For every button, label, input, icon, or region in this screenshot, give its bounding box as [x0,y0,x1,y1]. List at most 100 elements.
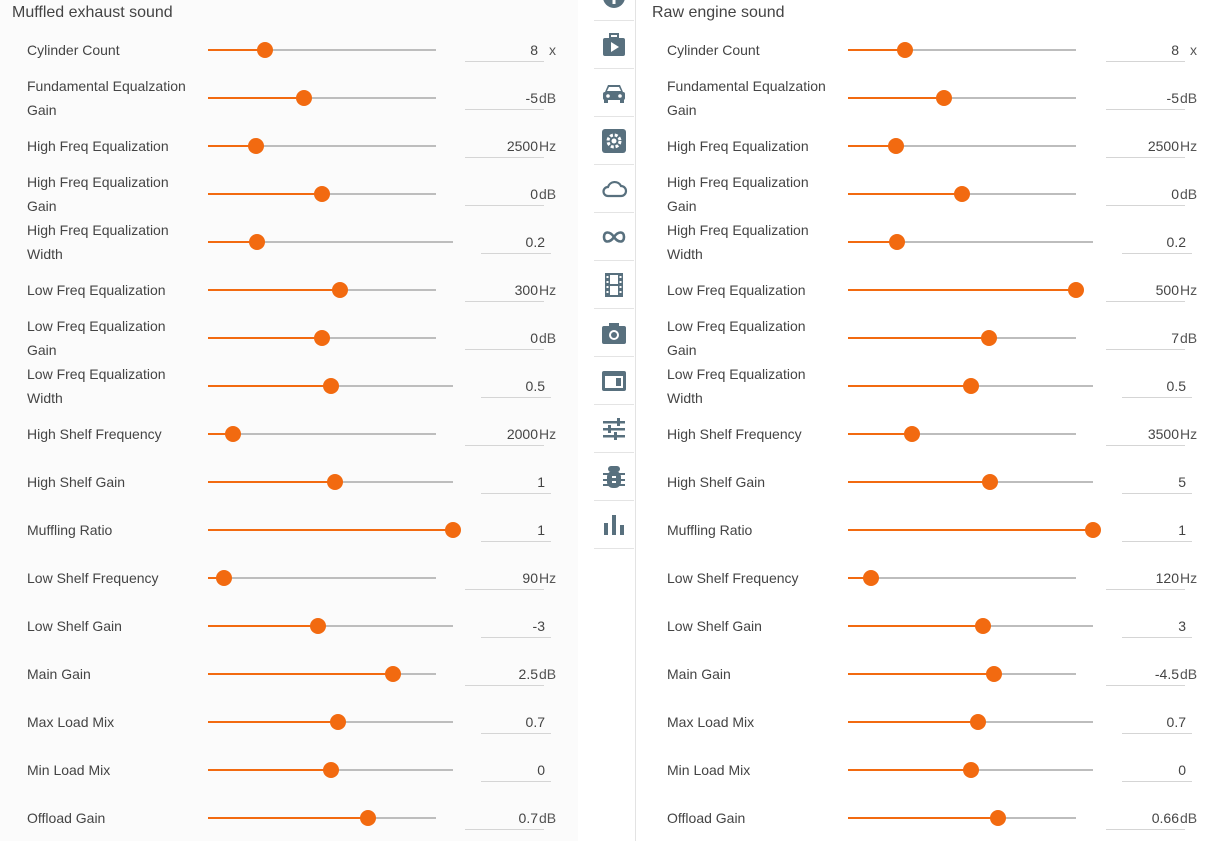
slider-thumb[interactable] [247,138,264,154]
slider-value-input[interactable]: 2500 [1106,134,1185,158]
slider-thumb[interactable] [332,282,349,298]
slider-track[interactable] [208,90,436,106]
slider-track[interactable] [208,810,436,826]
slider-value-input[interactable]: -5 [465,86,544,110]
slider-value-input[interactable]: 7 [1106,326,1185,350]
slider-value-input[interactable]: -3 [481,614,551,638]
slider-track[interactable] [848,714,1093,730]
slider-thumb[interactable] [1085,522,1101,538]
slider-value-input[interactable]: 0 [1122,758,1192,782]
slider-thumb[interactable] [384,666,401,682]
sidebar-item-bar-chart[interactable] [594,501,634,549]
slider-value-input[interactable]: 5 [1122,470,1192,494]
sidebar-item-sliders[interactable] [594,405,634,453]
sidebar-item-camera[interactable] [594,309,634,357]
slider-thumb[interactable] [295,90,312,106]
slider-track[interactable] [848,522,1101,538]
slider-value-input[interactable]: 120 [1106,566,1185,590]
slider-track[interactable] [848,810,1076,826]
slider-track[interactable] [848,378,1093,394]
slider-thumb[interactable] [981,330,998,346]
slider-value-input[interactable]: 3 [1122,614,1192,638]
slider-value-input[interactable]: 2500 [465,134,544,158]
slider-value-input[interactable]: 8 [465,38,544,62]
slider-track[interactable] [208,138,436,154]
slider-track[interactable] [208,666,436,682]
slider-value-input[interactable]: 0.2 [481,230,551,254]
sidebar-item-car[interactable] [594,69,634,117]
slider-thumb[interactable] [225,426,242,442]
slider-thumb[interactable] [962,762,979,778]
sidebar-item-gear[interactable] [594,117,634,165]
slider-thumb[interactable] [445,522,461,538]
slider-thumb[interactable] [1068,282,1084,298]
slider-value-input[interactable]: 1 [1122,518,1192,542]
slider-thumb[interactable] [962,378,979,394]
slider-track[interactable] [208,570,436,586]
slider-value-input[interactable]: -4.5 [1106,662,1185,686]
slider-track[interactable] [848,474,1093,490]
slider-track[interactable] [848,426,1076,442]
sidebar-item-play[interactable] [594,21,634,69]
slider-value-input[interactable]: 0.5 [481,374,551,398]
slider-track[interactable] [208,426,436,442]
slider-value-input[interactable]: 0.66 [1106,806,1185,830]
sidebar-item-layout[interactable] [594,357,634,405]
slider-value-input[interactable]: 2.5 [465,662,544,686]
slider-thumb[interactable] [903,426,920,442]
slider-thumb[interactable] [954,186,970,202]
slider-value-input[interactable]: 90 [465,566,544,590]
slider-track[interactable] [208,714,453,730]
slider-thumb[interactable] [322,762,339,778]
slider-value-input[interactable]: 0.7 [481,710,551,734]
slider-track[interactable] [848,42,1076,58]
slider-thumb[interactable] [314,186,330,202]
slider-track[interactable] [848,666,1076,682]
slider-track[interactable] [208,42,436,58]
slider-value-input[interactable]: 0 [465,326,544,350]
slider-thumb[interactable] [969,714,986,730]
slider-track[interactable] [848,282,1084,298]
slider-track[interactable] [208,762,453,778]
slider-track[interactable] [848,762,1093,778]
slider-thumb[interactable] [985,666,1002,682]
slider-thumb[interactable] [310,618,327,634]
slider-track[interactable] [208,522,461,538]
slider-thumb[interactable] [862,570,879,586]
slider-track[interactable] [848,90,1076,106]
slider-value-input[interactable]: 500 [1106,278,1185,302]
slider-thumb[interactable] [889,234,905,250]
slider-thumb[interactable] [249,234,265,250]
slider-track[interactable] [208,330,436,346]
slider-value-input[interactable]: 1 [481,470,551,494]
slider-value-input[interactable]: 0.2 [1122,230,1192,254]
slider-thumb[interactable] [215,570,232,586]
slider-track[interactable] [208,618,453,634]
slider-track[interactable] [208,186,436,202]
slider-thumb[interactable] [257,42,273,58]
slider-track[interactable] [848,138,1076,154]
slider-thumb[interactable] [359,810,376,826]
slider-value-input[interactable]: 1 [481,518,551,542]
slider-thumb[interactable] [322,378,339,394]
slider-value-input[interactable]: 0 [1106,182,1185,206]
slider-track[interactable] [848,330,1076,346]
slider-thumb[interactable] [935,90,952,106]
slider-value-input[interactable]: 2000 [465,422,544,446]
slider-thumb[interactable] [314,330,330,346]
sidebar-item-infinity[interactable] [594,213,634,261]
slider-thumb[interactable] [887,138,904,154]
slider-track[interactable] [848,234,1093,250]
slider-track[interactable] [208,282,436,298]
slider-thumb[interactable] [982,474,999,490]
slider-track[interactable] [208,378,453,394]
slider-thumb[interactable] [974,618,991,634]
slider-value-input[interactable]: 0.5 [1122,374,1192,398]
slider-value-input[interactable]: 0 [465,182,544,206]
slider-value-input[interactable]: 8 [1106,38,1185,62]
slider-track[interactable] [208,234,453,250]
slider-value-input[interactable]: 3500 [1106,422,1185,446]
slider-value-input[interactable]: 0.7 [465,806,544,830]
slider-thumb[interactable] [990,810,1007,826]
sidebar-item-film[interactable] [594,261,634,309]
